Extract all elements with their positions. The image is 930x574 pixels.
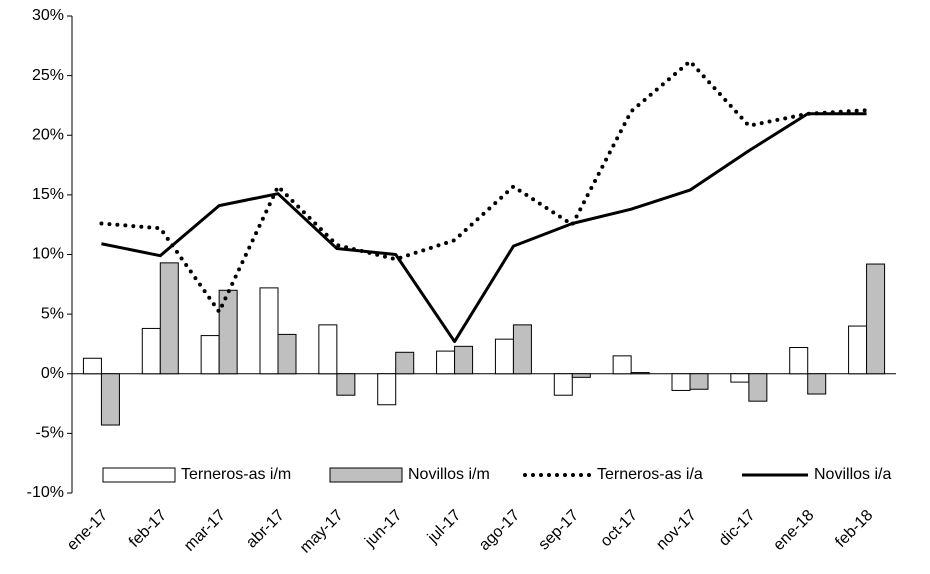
bar (553, 373, 573, 396)
x-tick-label: jul-17 (424, 507, 464, 547)
bar (259, 287, 279, 375)
y-tick-label: 0% (41, 365, 64, 382)
bar (866, 263, 886, 375)
bar (512, 324, 532, 375)
bar (807, 373, 827, 395)
bar (141, 327, 161, 375)
bar (748, 373, 768, 402)
bar (159, 262, 179, 375)
y-tick-label: 20% (32, 126, 64, 143)
bar (454, 345, 474, 375)
x-tick-label: nov-17 (653, 507, 700, 554)
line (99, 59, 869, 314)
x-tick-label: jun-17 (361, 507, 405, 551)
y-tick-label: -10% (27, 484, 64, 501)
x-tick-label: abr-17 (243, 507, 288, 552)
bar (612, 355, 632, 375)
bar (377, 373, 397, 406)
y-tick-label: 30% (32, 7, 64, 24)
legend-swatch (329, 467, 403, 483)
bar (200, 335, 220, 375)
y-tick-label: 5% (41, 305, 64, 322)
y-tick-label: 25% (32, 67, 64, 84)
bar (218, 289, 238, 375)
bar (100, 373, 120, 426)
x-tick-label: feb-18 (832, 507, 876, 551)
bar (689, 373, 709, 390)
x-tick-label: feb-17 (126, 507, 170, 551)
legend-label: Terneros-as i/a (597, 466, 703, 483)
x-tick-label: may-17 (297, 507, 347, 557)
bar (571, 373, 591, 378)
x-tick-label: ene-18 (770, 507, 817, 554)
legend-label: Novillos i/a (814, 466, 891, 483)
bar (494, 338, 514, 375)
bar (318, 324, 338, 375)
x-tick-label: ene-17 (64, 507, 111, 554)
x-tick-label: ago-17 (476, 507, 523, 554)
y-tick-label: -5% (36, 425, 64, 442)
bar (277, 333, 297, 375)
bar (436, 350, 456, 375)
y-tick-label: 10% (32, 246, 64, 263)
x-tick-label: mar-17 (181, 507, 229, 555)
legend-label: Novillos i/m (408, 466, 490, 483)
bar (395, 351, 415, 375)
x-tick-label: oct-17 (597, 507, 641, 551)
x-tick-label: sep-17 (535, 507, 582, 554)
bar (336, 373, 356, 396)
bar (848, 325, 868, 375)
bar (789, 347, 809, 375)
bar (82, 357, 102, 375)
y-tick-label: 15% (32, 186, 64, 203)
legend-swatch (102, 467, 176, 483)
legend-label: Terneros-as i/m (181, 466, 291, 483)
line (101, 112, 867, 344)
bar (730, 373, 750, 383)
bar (630, 372, 650, 375)
x-tick-label: dic-17 (716, 507, 759, 550)
bar (671, 373, 691, 391)
